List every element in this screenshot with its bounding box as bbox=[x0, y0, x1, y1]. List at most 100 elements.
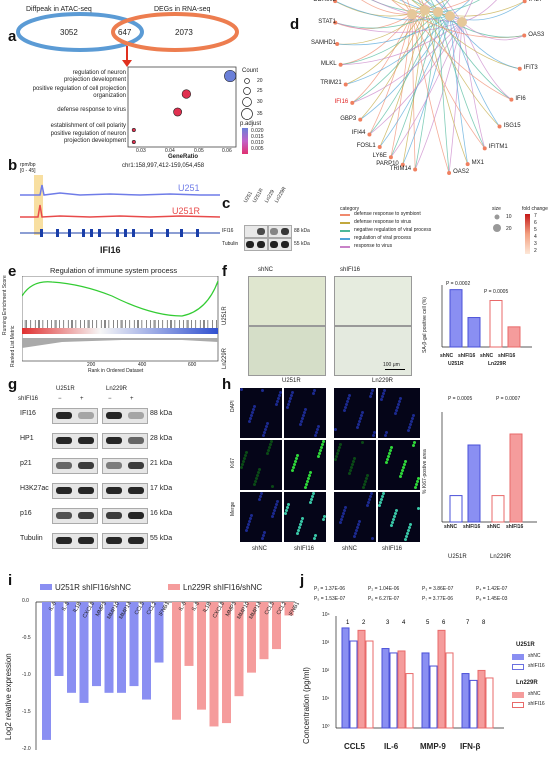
gene-node-GBP3 bbox=[358, 117, 363, 122]
h-cell bbox=[247, 523, 250, 526]
i-ylabel: Log2 relative expression bbox=[4, 653, 13, 740]
f-row-ln229r: Ln229R bbox=[222, 347, 228, 369]
cnet-edge bbox=[360, 15, 451, 120]
g-band bbox=[128, 412, 144, 419]
count-val-4: 35 bbox=[257, 111, 263, 117]
panel-i: U251R shIFI16/shNC Ln229R shIFI16/shNC L… bbox=[0, 572, 301, 781]
f-group-2: Ln229R bbox=[488, 361, 507, 367]
h-cell bbox=[338, 446, 341, 449]
h-cell bbox=[259, 495, 262, 498]
g-kda-2: 28 kDa bbox=[150, 435, 173, 442]
h-cell bbox=[370, 492, 373, 495]
g-band bbox=[56, 462, 72, 469]
h-cell bbox=[249, 417, 252, 420]
h-cell bbox=[299, 423, 302, 426]
cnet-edge bbox=[417, 0, 426, 11]
exon-7 bbox=[116, 229, 119, 237]
f-p1: P = 0.0002 bbox=[446, 281, 471, 287]
j-barchart: 1 2 3 4 5 6 7 8 bbox=[335, 616, 504, 729]
category-label-1: defense response to symbiont bbox=[354, 211, 421, 217]
h-cell bbox=[269, 443, 272, 446]
j-p8: P₈ = 1.45E-03 bbox=[476, 596, 508, 602]
j-swatch-3 bbox=[512, 692, 524, 698]
h-cell bbox=[304, 408, 307, 411]
h-cell bbox=[279, 391, 282, 394]
h-cell bbox=[296, 454, 299, 457]
i-ytick-2: -0.5 bbox=[22, 635, 31, 641]
gene-label-DDX60L: DDX60L bbox=[313, 0, 336, 4]
h-cell bbox=[382, 492, 385, 495]
gene-label-MLKL: MLKL bbox=[320, 60, 337, 67]
i-bar-2-1 bbox=[172, 602, 181, 720]
f-img-u251r-shnc bbox=[248, 276, 326, 326]
h-cell bbox=[258, 498, 261, 501]
h-cell bbox=[369, 395, 372, 398]
j-bar-4-2 bbox=[469, 679, 478, 729]
dotplot-point-2 bbox=[181, 89, 191, 99]
h-cell bbox=[358, 420, 361, 423]
cnet-edge bbox=[345, 15, 451, 85]
g-blot-3-2 bbox=[102, 458, 148, 474]
h-cell bbox=[254, 480, 257, 483]
h-cell bbox=[348, 394, 351, 397]
cnet-edge bbox=[369, 13, 413, 135]
e-y2: Ranked List Metric bbox=[10, 325, 16, 367]
h-cell bbox=[336, 452, 339, 455]
i-bar-1-6 bbox=[104, 602, 114, 693]
cnet-edge bbox=[424, 0, 447, 11]
gene-label-IFI44: IFI44 bbox=[351, 130, 366, 137]
j-p1: P₁ = 1.37E-06 bbox=[314, 586, 346, 592]
fold-tick-1: 7 bbox=[534, 213, 537, 219]
j-p3: P₃ = 3.86E-07 bbox=[422, 586, 454, 592]
j-swatch-1 bbox=[512, 654, 524, 660]
g-band bbox=[106, 437, 122, 444]
cnet-edge bbox=[437, 11, 486, 149]
h-cell bbox=[369, 495, 372, 498]
h-cell bbox=[290, 394, 293, 397]
venn-right-label: DEGs in RNA-seq bbox=[154, 6, 211, 13]
h-cell bbox=[307, 477, 310, 480]
h-cell bbox=[404, 538, 407, 541]
h-cell bbox=[335, 455, 338, 458]
h-barchart bbox=[441, 412, 537, 523]
h-cell bbox=[355, 529, 358, 532]
h-cell bbox=[313, 537, 316, 540]
cnet-edge bbox=[335, 21, 463, 33]
dotplot-point-1 bbox=[224, 69, 237, 83]
h-cell bbox=[408, 526, 411, 529]
h-cell bbox=[300, 520, 303, 523]
h-cell bbox=[356, 526, 359, 529]
gene-label-STAT1: STAT1 bbox=[318, 18, 336, 25]
j-bar-2-3 bbox=[397, 650, 406, 729]
h-cell bbox=[366, 474, 369, 477]
i-bar-2-4 bbox=[209, 602, 219, 727]
cnet-network bbox=[333, 0, 527, 176]
h-cell bbox=[360, 414, 363, 417]
panel-g: U251R Ln229R shIFI16 − + − + IFI16 88 kDa… bbox=[0, 376, 222, 571]
g-row-label-4: H3K27ac bbox=[20, 485, 49, 492]
j-legend-4: shIFI16 bbox=[528, 701, 545, 707]
h-cell bbox=[266, 452, 269, 455]
h-cell bbox=[271, 515, 274, 518]
h-cell bbox=[296, 532, 299, 535]
dotplot-point-5 bbox=[131, 140, 136, 144]
exon-3 bbox=[68, 229, 71, 237]
gene-node-IFITM1 bbox=[482, 146, 487, 151]
h-cell bbox=[398, 400, 401, 403]
h-cell bbox=[323, 515, 326, 518]
g-blot-6-2 bbox=[102, 533, 148, 549]
cnet-edge bbox=[449, 0, 525, 21]
i-bar-2-2 bbox=[184, 602, 194, 666]
h-cell bbox=[357, 423, 360, 426]
g-band bbox=[56, 437, 72, 444]
h-cell bbox=[365, 477, 368, 480]
h-cell bbox=[390, 524, 393, 527]
category-label-5: response to virus bbox=[354, 243, 393, 249]
b-track1-label: U251 bbox=[178, 183, 200, 193]
g-blot-3-1 bbox=[52, 458, 98, 474]
g-kda-6: 55 kDa bbox=[150, 535, 173, 542]
g-blot-4-1 bbox=[52, 483, 98, 499]
panel-letter-h: h bbox=[222, 376, 232, 393]
j-ytick-2: 10³ bbox=[322, 640, 330, 646]
count-circle-1 bbox=[244, 78, 250, 84]
